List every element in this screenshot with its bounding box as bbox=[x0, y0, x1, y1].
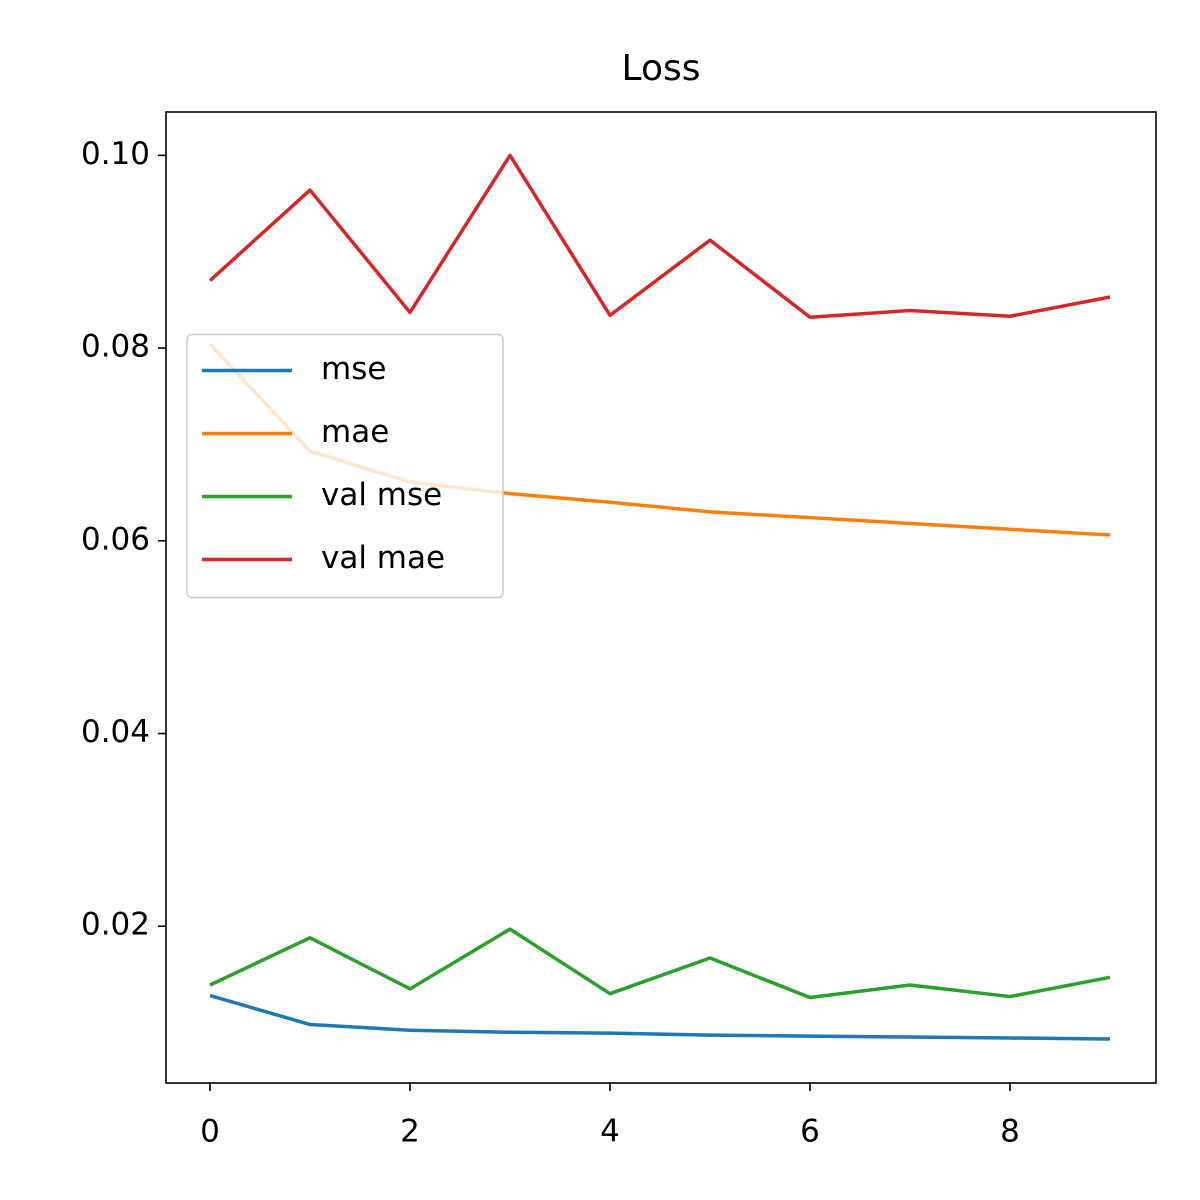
y-tick-label: 0.08 bbox=[81, 329, 150, 365]
chart-title: Loss bbox=[622, 48, 701, 89]
y-tick-label: 0.10 bbox=[81, 136, 150, 172]
x-tick-label: 8 bbox=[1000, 1114, 1020, 1150]
legend: mse mae val mse val mae bbox=[186, 333, 504, 599]
y-tick-label: 0.06 bbox=[81, 521, 150, 557]
legend-box bbox=[186, 333, 504, 599]
y-tick-label: 0.04 bbox=[81, 714, 150, 750]
line bbox=[209, 993, 1111, 1041]
x-tick-label: 0 bbox=[200, 1114, 220, 1150]
legend-label: val mse bbox=[321, 477, 442, 513]
x-tick-label: 4 bbox=[600, 1114, 620, 1150]
line bbox=[209, 927, 1111, 1000]
legend-label: val mae bbox=[321, 540, 445, 576]
plot-frame bbox=[165, 111, 1157, 1084]
y-tick-label: 0.02 bbox=[81, 907, 150, 943]
legend-label: mse bbox=[321, 351, 386, 387]
x-tick-label: 6 bbox=[800, 1114, 820, 1150]
line bbox=[208, 153, 1111, 319]
x-tick-label: 2 bbox=[400, 1114, 420, 1150]
legend-label: mae bbox=[321, 414, 389, 450]
